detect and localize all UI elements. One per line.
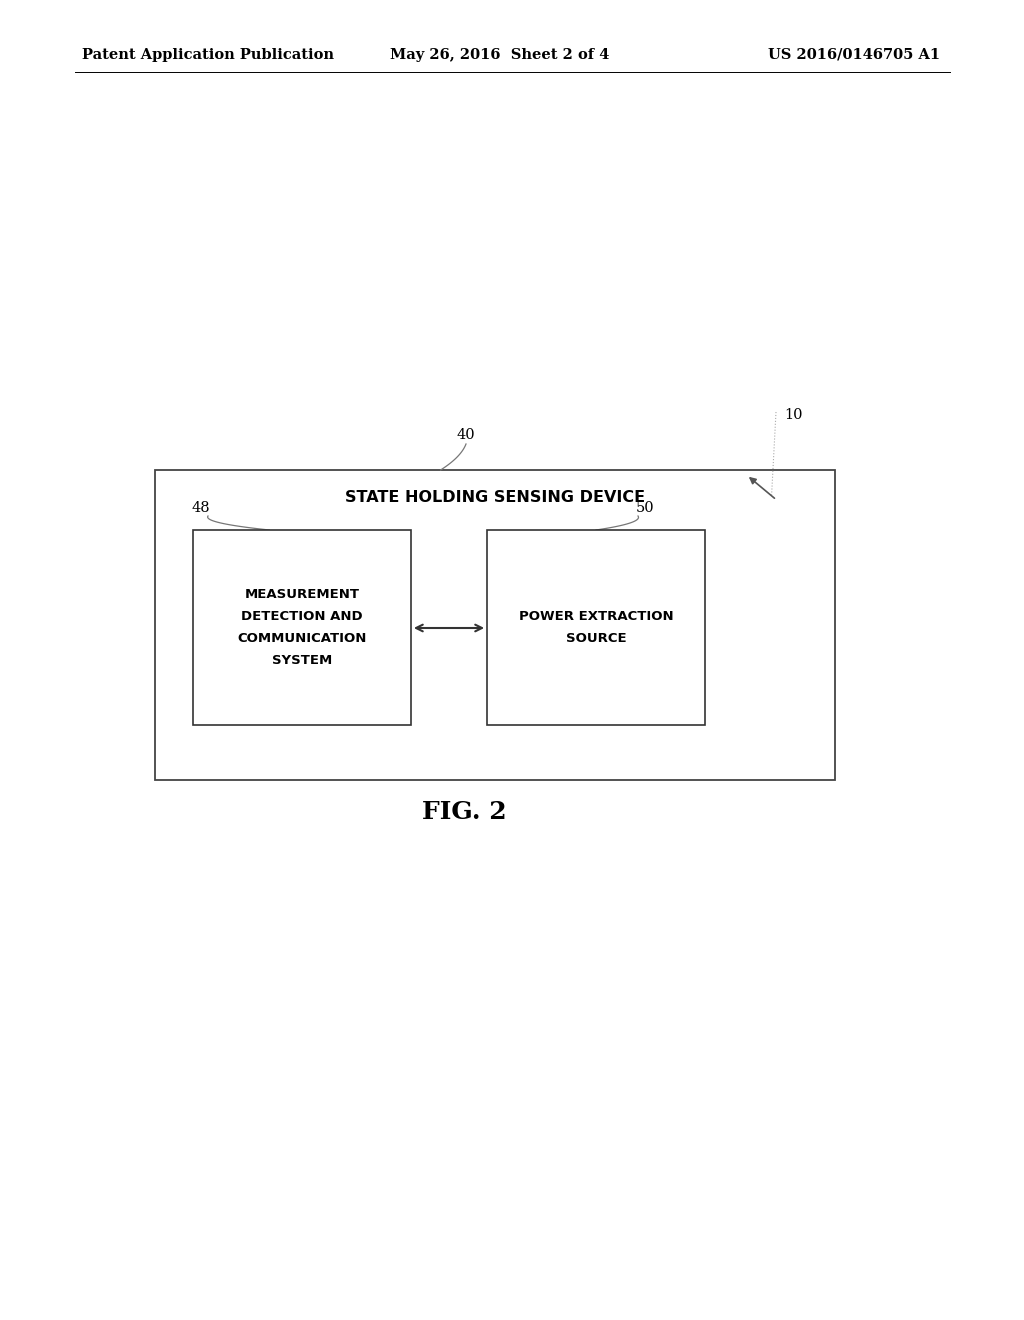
Text: Patent Application Publication: Patent Application Publication	[82, 48, 334, 62]
Text: FIG. 2: FIG. 2	[422, 800, 506, 824]
Text: STATE HOLDING SENSING DEVICE: STATE HOLDING SENSING DEVICE	[345, 491, 645, 506]
Text: 50: 50	[636, 502, 654, 515]
Text: MEASUREMENT: MEASUREMENT	[245, 587, 359, 601]
Text: 10: 10	[784, 408, 803, 422]
Text: SYSTEM: SYSTEM	[272, 653, 332, 667]
Text: US 2016/0146705 A1: US 2016/0146705 A1	[768, 48, 940, 62]
Text: DETECTION AND: DETECTION AND	[242, 610, 362, 623]
Bar	[193, 531, 411, 725]
Text: SOURCE: SOURCE	[565, 632, 627, 645]
Text: 48: 48	[191, 502, 210, 515]
Bar	[155, 470, 835, 780]
Bar	[487, 531, 705, 725]
Text: POWER EXTRACTION: POWER EXTRACTION	[519, 610, 674, 623]
Text: May 26, 2016  Sheet 2 of 4: May 26, 2016 Sheet 2 of 4	[390, 48, 609, 62]
Text: 40: 40	[457, 428, 475, 442]
Text: COMMUNICATION: COMMUNICATION	[238, 632, 367, 645]
